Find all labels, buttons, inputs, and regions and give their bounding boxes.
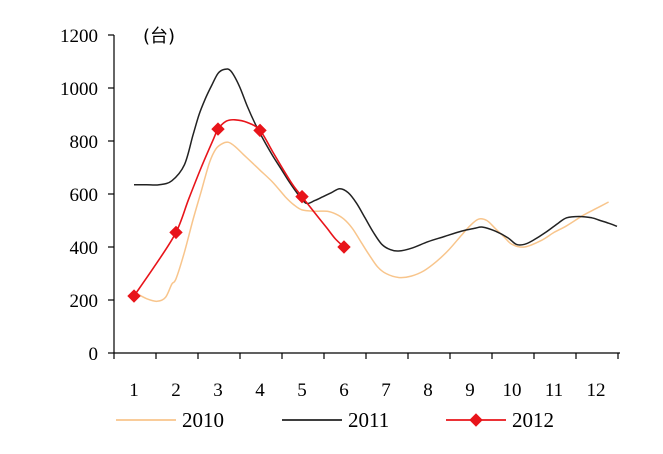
series-line-2010 bbox=[133, 141, 609, 303]
legend-label-2012: 2012 bbox=[512, 408, 554, 432]
data-point-2012 bbox=[127, 289, 141, 303]
series-line-2012 bbox=[133, 118, 345, 297]
series-line-2011 bbox=[133, 68, 618, 252]
data-point-2012 bbox=[253, 123, 267, 138]
x-tick-label: 2 bbox=[171, 380, 181, 401]
x-tick-label: 11 bbox=[545, 380, 563, 401]
series-layer bbox=[127, 68, 618, 303]
series-2010 bbox=[133, 141, 609, 303]
legend-label-2010: 2010 bbox=[182, 408, 224, 432]
x-tick-label: 8 bbox=[423, 380, 433, 401]
y-tick-label: 800 bbox=[70, 132, 99, 153]
x-tick-label: 1 bbox=[129, 380, 139, 401]
y-tick-label: 1200 bbox=[60, 26, 98, 47]
y-tick-label: 200 bbox=[70, 291, 99, 312]
unit-label: (台) bbox=[143, 26, 175, 47]
x-tick-label: 12 bbox=[587, 380, 606, 401]
data-point-2012 bbox=[337, 240, 351, 254]
y-tick-label: 400 bbox=[70, 238, 99, 259]
legend-marker-2012 bbox=[469, 413, 483, 427]
data-point-2012 bbox=[295, 189, 309, 204]
x-tick-label: 6 bbox=[339, 380, 349, 401]
x-tick-label: 5 bbox=[297, 380, 307, 401]
series-2011 bbox=[133, 68, 618, 252]
y-tick-label: 600 bbox=[70, 185, 99, 206]
data-point-2012 bbox=[211, 122, 225, 136]
x-tick-label: 7 bbox=[381, 380, 391, 401]
x-tick-label: 3 bbox=[213, 380, 223, 401]
y-tick-label: 0 bbox=[89, 344, 99, 365]
x-tick-label: 9 bbox=[465, 380, 475, 401]
legend: 2010 2011 2012 bbox=[116, 408, 554, 432]
series-2012 bbox=[127, 118, 351, 303]
legend-label-2011: 2011 bbox=[348, 408, 389, 432]
data-point-2012 bbox=[169, 225, 183, 240]
x-tick-label: 10 bbox=[503, 380, 522, 401]
x-tick-label: 4 bbox=[255, 380, 265, 401]
y-tick-label: 1000 bbox=[60, 79, 98, 100]
